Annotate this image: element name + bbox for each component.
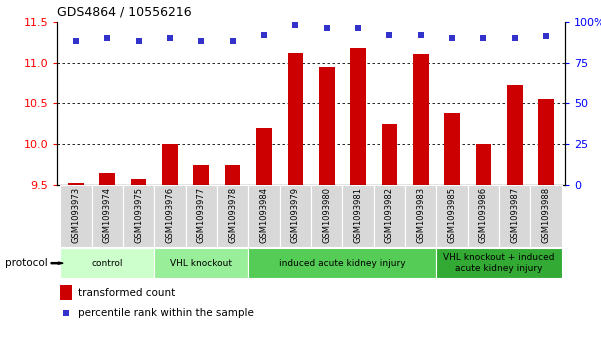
Bar xyxy=(131,179,147,185)
Text: GSM1093985: GSM1093985 xyxy=(448,187,457,243)
Bar xyxy=(60,285,72,301)
Bar xyxy=(123,185,154,247)
Point xyxy=(197,38,206,44)
Bar xyxy=(343,185,374,247)
Bar xyxy=(287,53,303,185)
Text: VHL knockout + induced
acute kidney injury: VHL knockout + induced acute kidney inju… xyxy=(444,253,555,273)
Bar xyxy=(99,173,115,185)
Bar xyxy=(475,144,491,185)
Text: GDS4864 / 10556216: GDS4864 / 10556216 xyxy=(57,5,192,18)
Point xyxy=(416,32,426,38)
Point xyxy=(134,38,144,44)
Text: GSM1093982: GSM1093982 xyxy=(385,187,394,243)
Point xyxy=(322,25,332,31)
Text: GSM1093987: GSM1093987 xyxy=(510,187,519,243)
Point xyxy=(385,32,394,38)
Bar xyxy=(405,185,436,247)
Point xyxy=(353,25,363,31)
Bar xyxy=(311,185,343,247)
Bar xyxy=(162,144,178,185)
Bar xyxy=(499,185,531,247)
Text: GSM1093974: GSM1093974 xyxy=(103,187,112,243)
Point xyxy=(478,35,488,41)
Bar xyxy=(248,185,279,247)
Bar xyxy=(256,128,272,185)
Text: induced acute kidney injury: induced acute kidney injury xyxy=(279,259,406,268)
Bar xyxy=(225,165,240,185)
Text: GSM1093986: GSM1093986 xyxy=(479,187,488,243)
Text: control: control xyxy=(91,259,123,268)
Text: GSM1093984: GSM1093984 xyxy=(260,187,269,243)
Bar xyxy=(350,48,366,185)
Text: GSM1093973: GSM1093973 xyxy=(72,187,81,243)
Bar xyxy=(154,185,186,247)
Text: protocol: protocol xyxy=(5,258,48,268)
Bar xyxy=(382,124,397,185)
Bar xyxy=(538,99,554,185)
Text: GSM1093976: GSM1093976 xyxy=(165,187,174,243)
Text: VHL knockout: VHL knockout xyxy=(170,259,233,268)
Text: GSM1093975: GSM1093975 xyxy=(134,187,143,243)
Point xyxy=(102,35,112,41)
Text: GSM1093977: GSM1093977 xyxy=(197,187,206,243)
Bar xyxy=(60,185,91,247)
Bar xyxy=(186,185,217,247)
Text: GSM1093981: GSM1093981 xyxy=(353,187,362,243)
Point xyxy=(542,33,551,39)
Point xyxy=(259,32,269,38)
Point xyxy=(165,35,175,41)
Bar xyxy=(413,54,429,185)
Bar xyxy=(248,248,436,278)
Bar xyxy=(60,248,154,278)
Bar xyxy=(319,67,335,185)
Bar xyxy=(217,185,248,247)
Bar xyxy=(68,184,84,185)
Text: GSM1093978: GSM1093978 xyxy=(228,187,237,243)
Point xyxy=(228,38,237,44)
Point xyxy=(510,35,520,41)
Point xyxy=(61,311,71,317)
Bar xyxy=(531,185,562,247)
Bar xyxy=(507,85,523,185)
Text: transformed count: transformed count xyxy=(78,287,175,298)
Bar xyxy=(279,185,311,247)
Text: percentile rank within the sample: percentile rank within the sample xyxy=(78,309,254,318)
Bar xyxy=(436,248,562,278)
Bar xyxy=(468,185,499,247)
Point xyxy=(447,35,457,41)
Bar xyxy=(194,165,209,185)
Point xyxy=(290,22,300,28)
Point xyxy=(71,38,81,44)
Bar xyxy=(154,248,248,278)
Text: GSM1093983: GSM1093983 xyxy=(416,187,426,243)
Bar xyxy=(444,113,460,185)
Text: GSM1093980: GSM1093980 xyxy=(322,187,331,243)
Bar xyxy=(374,185,405,247)
Bar xyxy=(436,185,468,247)
Bar xyxy=(91,185,123,247)
Text: GSM1093988: GSM1093988 xyxy=(542,187,551,243)
Text: GSM1093979: GSM1093979 xyxy=(291,187,300,243)
